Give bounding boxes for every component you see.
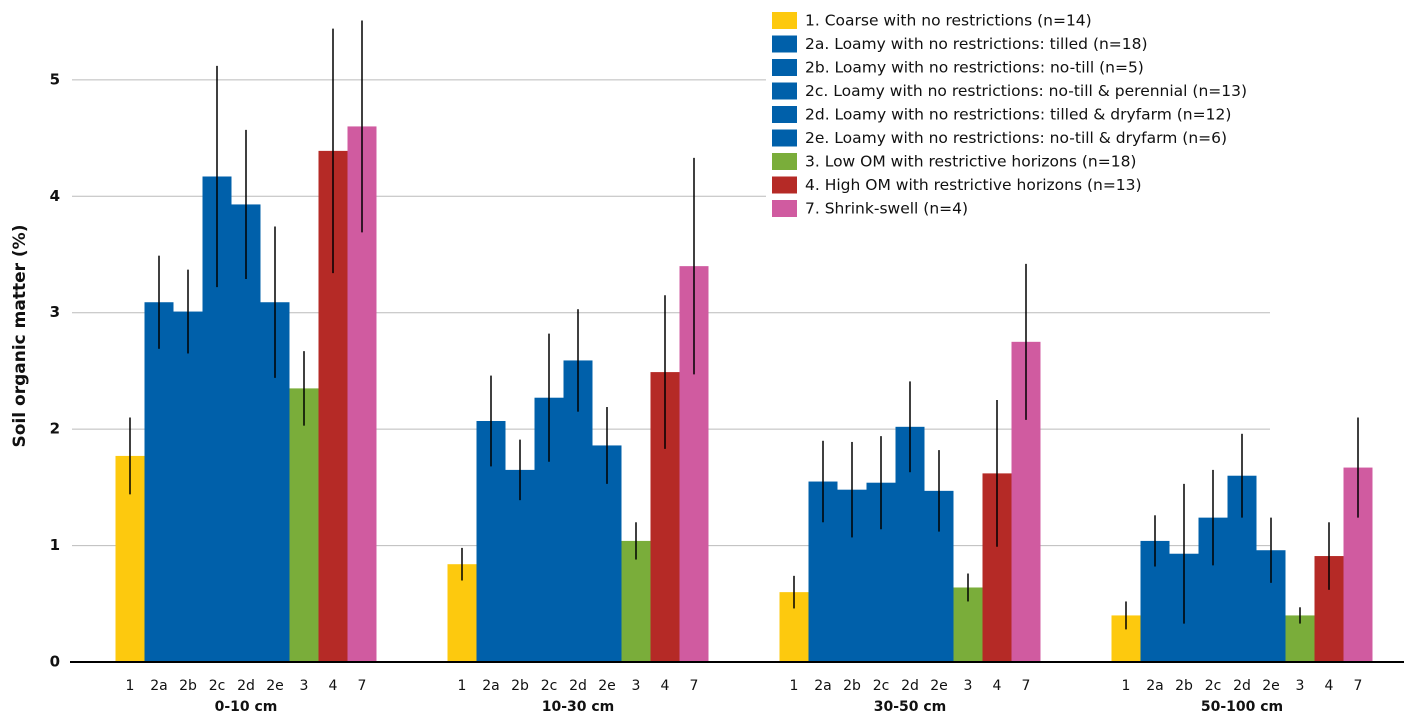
- bar: [505, 469, 535, 662]
- bar-label: 2c: [541, 678, 558, 694]
- y-axis-title: Soil organic matter (%): [10, 225, 30, 448]
- bar: [621, 540, 651, 662]
- bar-label: 4: [661, 678, 670, 694]
- bar-label: 7: [1022, 678, 1031, 694]
- bar-label: 4: [993, 678, 1002, 694]
- bar-label: 2a: [150, 678, 168, 694]
- bar-label: 2e: [930, 678, 948, 694]
- bar-label: 3: [1296, 678, 1305, 694]
- legend-label: 1. Coarse with no restrictions (n=14): [805, 12, 1092, 30]
- bar-label: 4: [329, 678, 338, 694]
- bar-label: 2e: [266, 678, 284, 694]
- bar-label: 3: [632, 678, 641, 694]
- bar-label: 2d: [569, 678, 587, 694]
- legend-swatch: [772, 12, 797, 29]
- bar-label: 2d: [237, 678, 255, 694]
- bar-label: 7: [690, 678, 699, 694]
- legend-background: [766, 6, 1306, 224]
- bar-label: 2d: [1233, 678, 1251, 694]
- legend-label: 4. High OM with restrictive horizons (n=…: [805, 176, 1142, 194]
- legend-swatch: [772, 35, 797, 53]
- bar-label: 2a: [482, 678, 500, 694]
- bar-label: 2b: [1175, 678, 1193, 694]
- bar-label: 2b: [843, 678, 861, 694]
- bar-label: 1: [126, 678, 135, 694]
- bar: [144, 302, 174, 662]
- legend-label: 2b. Loamy with no restrictions: no-till …: [805, 59, 1144, 77]
- bar: [289, 388, 319, 662]
- legend-swatch: [772, 106, 797, 123]
- bar-label: 7: [358, 678, 367, 694]
- bar-label: 4: [1325, 678, 1334, 694]
- legend-label: 3. Low OM with restrictive horizons (n=1…: [805, 153, 1136, 171]
- bar-label: 2b: [179, 678, 197, 694]
- bar-label: 1: [1122, 678, 1131, 694]
- bar-label: 1: [790, 678, 799, 694]
- y-tick-label: 3: [50, 303, 60, 321]
- bar: [231, 204, 261, 662]
- bar-label: 7: [1354, 678, 1363, 694]
- legend-label: 2d. Loamy with no restrictions: tilled &…: [805, 106, 1231, 124]
- bar-label: 3: [300, 678, 309, 694]
- bar-label: 2a: [814, 678, 832, 694]
- x-tick-label: 0-10 cm: [215, 699, 278, 715]
- x-tick-label: 30-50 cm: [874, 699, 947, 715]
- bar-label: 2e: [1262, 678, 1280, 694]
- legend-label: 2c. Loamy with no restrictions: no-till …: [805, 82, 1247, 100]
- legend-swatch: [772, 129, 797, 147]
- bar-label: 2a: [1146, 678, 1164, 694]
- x-tick-label: 10-30 cm: [542, 699, 615, 715]
- bar-label: 3: [964, 678, 973, 694]
- legend-swatch: [772, 82, 797, 100]
- y-tick-label: 2: [50, 420, 60, 438]
- bar-label: 1: [458, 678, 467, 694]
- bar: [173, 311, 203, 662]
- bar-label: 2e: [598, 678, 616, 694]
- legend-label: 2e. Loamy with no restrictions: no-till …: [805, 129, 1227, 147]
- legend-swatch: [772, 200, 797, 217]
- legend-swatch: [772, 153, 797, 170]
- x-tick-label: 50-100 cm: [1201, 699, 1283, 715]
- y-tick-label: 4: [50, 187, 60, 205]
- legend-label: 2a. Loamy with no restrictions: tilled (…: [805, 35, 1148, 53]
- legend-label: 7. Shrink-swell (n=4): [805, 200, 968, 218]
- bar-label: 2c: [873, 678, 890, 694]
- legend-swatch: [772, 59, 797, 76]
- bar-label: 2d: [901, 678, 919, 694]
- y-tick-label: 1: [50, 536, 60, 554]
- y-tick-label: 5: [50, 70, 60, 88]
- bar-label: 2b: [511, 678, 529, 694]
- legend-swatch: [772, 176, 797, 194]
- y-tick-label: 0: [50, 653, 60, 671]
- bar-label: 2c: [1205, 678, 1222, 694]
- bar-label: 2c: [209, 678, 226, 694]
